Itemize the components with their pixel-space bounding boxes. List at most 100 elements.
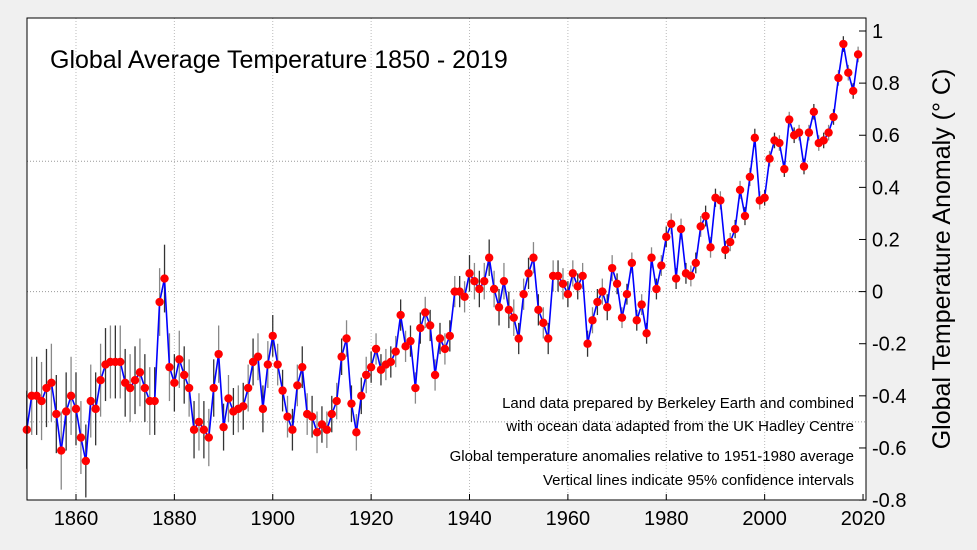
data-point bbox=[219, 422, 228, 432]
data-point bbox=[224, 394, 233, 403]
data-point bbox=[691, 258, 700, 268]
data-point bbox=[853, 50, 863, 59]
data-point bbox=[47, 378, 56, 388]
data-point bbox=[519, 290, 528, 299]
chart-title: Global Average Temperature 1850 - 2019 bbox=[50, 46, 508, 74]
y-tick-label: 0 bbox=[872, 282, 883, 304]
x-tick-label: 1920 bbox=[349, 508, 394, 530]
data-point bbox=[125, 383, 135, 393]
y-tick-label: 0.8 bbox=[872, 73, 900, 95]
data-point bbox=[470, 276, 479, 286]
data-point bbox=[194, 417, 204, 427]
data-point bbox=[489, 284, 499, 294]
data-point bbox=[735, 185, 745, 195]
data-point bbox=[209, 383, 218, 393]
data-point bbox=[352, 428, 361, 437]
data-point bbox=[425, 321, 435, 330]
y-tick-label: -0.6 bbox=[872, 438, 906, 460]
y-tick-label: 1 bbox=[872, 21, 883, 43]
data-point bbox=[558, 279, 568, 288]
data-point bbox=[57, 446, 66, 455]
data-point bbox=[239, 402, 248, 411]
data-point bbox=[573, 282, 582, 291]
data-point bbox=[844, 68, 853, 77]
data-point bbox=[357, 391, 366, 401]
data-point bbox=[819, 136, 828, 145]
data-point bbox=[155, 297, 164, 307]
data-point bbox=[165, 362, 174, 372]
data-point bbox=[175, 355, 184, 364]
y-tick-label: 0.2 bbox=[872, 229, 900, 251]
data-point bbox=[366, 362, 376, 372]
y-tick-label: 0.6 bbox=[872, 125, 900, 147]
annotation-1: Land data prepared by Berkeley Earth and… bbox=[502, 395, 854, 412]
data-point bbox=[588, 316, 597, 325]
data-point bbox=[396, 310, 405, 320]
data-point bbox=[130, 376, 140, 385]
data-point bbox=[391, 347, 400, 356]
data-point bbox=[170, 378, 179, 388]
data-point bbox=[189, 425, 199, 434]
y-tick-label: -0.8 bbox=[872, 490, 906, 512]
plot-area bbox=[27, 18, 866, 500]
data-point bbox=[504, 305, 514, 315]
data-point bbox=[824, 128, 833, 137]
data-point bbox=[603, 303, 612, 312]
data-point bbox=[745, 172, 755, 182]
data-point bbox=[253, 352, 263, 361]
data-point bbox=[135, 368, 145, 377]
data-point bbox=[794, 128, 804, 137]
data-point bbox=[460, 292, 469, 302]
x-tick-label: 1940 bbox=[447, 508, 492, 530]
x-axis: 1860 1880 1900 1920 1940 1960 1980 2000 2020 bbox=[54, 494, 885, 530]
data-point bbox=[258, 404, 268, 414]
data-point bbox=[288, 425, 297, 434]
data-point bbox=[593, 297, 602, 307]
data-point bbox=[293, 381, 302, 390]
data-point bbox=[322, 425, 332, 434]
data-point bbox=[494, 303, 504, 312]
y-tick-label: -0.2 bbox=[872, 334, 906, 356]
data-point bbox=[544, 334, 553, 343]
data-point bbox=[701, 211, 710, 221]
data-point bbox=[37, 396, 46, 406]
data-point bbox=[406, 336, 415, 346]
data-point bbox=[799, 162, 809, 171]
data-point bbox=[804, 128, 814, 137]
data-point bbox=[583, 339, 592, 348]
data-point bbox=[52, 409, 61, 419]
y-axis: 1 0.8 0.6 0.4 0.2 0 -0.2 -0.4 -0.6 -0.8 bbox=[859, 21, 906, 512]
x-tick-label: 1860 bbox=[54, 508, 99, 530]
data-point bbox=[475, 284, 484, 294]
data-point bbox=[243, 383, 253, 393]
data-point bbox=[430, 370, 440, 380]
data-point bbox=[66, 391, 76, 401]
data-point bbox=[553, 271, 563, 281]
x-tick-label: 1880 bbox=[152, 508, 197, 530]
data-point bbox=[440, 344, 450, 354]
annotation-3: Global temperature anomalies relative to… bbox=[450, 448, 854, 465]
data-point bbox=[484, 253, 494, 262]
data-point bbox=[263, 360, 273, 369]
data-point bbox=[81, 456, 91, 466]
data-point bbox=[657, 261, 666, 270]
data-point bbox=[780, 164, 789, 174]
data-point bbox=[829, 112, 838, 122]
data-point bbox=[411, 383, 420, 393]
data-point bbox=[637, 300, 646, 309]
data-point bbox=[312, 428, 322, 437]
data-point bbox=[332, 396, 341, 406]
data-point bbox=[539, 318, 548, 328]
data-point bbox=[598, 287, 607, 296]
data-point bbox=[775, 138, 784, 148]
data-point bbox=[671, 274, 681, 283]
data-point bbox=[71, 404, 81, 414]
plot-frame bbox=[26, 17, 867, 501]
data-point bbox=[666, 219, 676, 229]
data-point bbox=[696, 222, 705, 231]
x-tick-label: 1960 bbox=[546, 508, 591, 530]
y-axis-label: Global Temperature Anomaly (° C) bbox=[928, 69, 956, 450]
data-point bbox=[765, 154, 774, 163]
data-point bbox=[534, 305, 543, 315]
